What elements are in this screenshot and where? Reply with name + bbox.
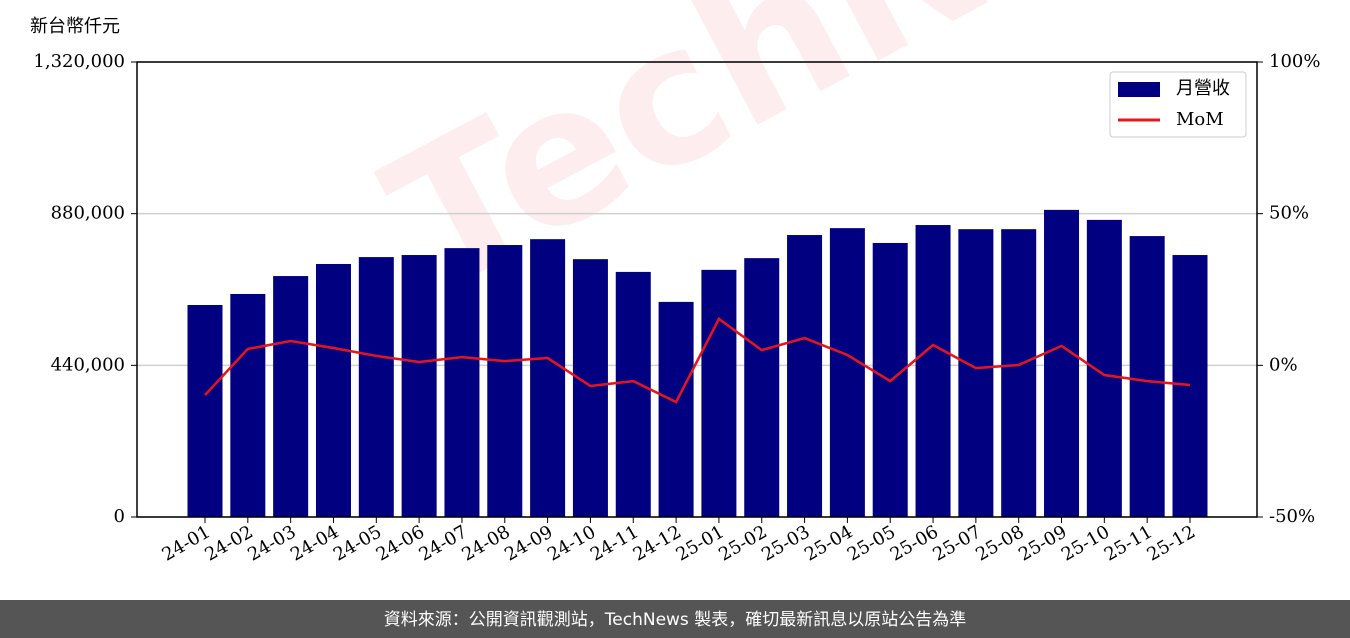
bar bbox=[744, 258, 780, 517]
x-tick-label: 25-07 bbox=[929, 521, 984, 565]
bar bbox=[444, 248, 480, 518]
bar bbox=[1172, 255, 1208, 517]
x-tick-label: 25-11 bbox=[1101, 521, 1156, 565]
legend-label: 月營收 bbox=[1176, 78, 1230, 99]
bar bbox=[701, 269, 737, 517]
bar bbox=[1086, 219, 1122, 517]
bar bbox=[530, 239, 566, 517]
footer-text: 資料來源：公開資訊觀測站，TechNews 製表，確切最新訊息以原站公告為準 bbox=[384, 610, 966, 630]
x-tick-label: 24-10 bbox=[544, 521, 599, 565]
bar bbox=[487, 245, 523, 517]
x-tick-label: 24-07 bbox=[416, 521, 471, 565]
x-tick-label: 24-11 bbox=[587, 521, 642, 565]
bar bbox=[615, 271, 651, 517]
bar bbox=[401, 255, 437, 517]
bar bbox=[273, 276, 309, 517]
x-tick-label: 25-12 bbox=[1144, 521, 1199, 565]
bar bbox=[787, 235, 823, 517]
x-tick-label: 25-06 bbox=[887, 521, 942, 565]
x-tick-label: 24-05 bbox=[330, 521, 385, 565]
plot-frame bbox=[136, 61, 1258, 518]
bar bbox=[358, 257, 394, 517]
legend-swatch bbox=[1118, 82, 1160, 97]
bar bbox=[1001, 229, 1037, 517]
y2-tick-label: 50% bbox=[1269, 203, 1309, 224]
y-axis-label: 新台幣仟元 bbox=[30, 16, 120, 37]
bar bbox=[829, 228, 865, 518]
y-tick-label: 1,320,000 bbox=[33, 51, 125, 72]
bar bbox=[1044, 209, 1080, 517]
bar bbox=[315, 263, 351, 517]
y-tick-label: 0 bbox=[114, 506, 125, 527]
x-tick-label: 24-03 bbox=[244, 521, 299, 565]
x-tick-label: 24-08 bbox=[458, 521, 513, 565]
x-tick-label: 25-08 bbox=[972, 521, 1027, 565]
line bbox=[204, 317, 1191, 404]
bar bbox=[915, 225, 951, 517]
x-tick-label: 24-01 bbox=[159, 521, 214, 565]
footer-bar bbox=[0, 600, 1350, 638]
legend-label: MoM bbox=[1176, 109, 1224, 130]
bar bbox=[1129, 236, 1165, 518]
y-tick-label: 440,000 bbox=[51, 354, 125, 375]
x-tick-label: 25-05 bbox=[844, 521, 899, 565]
x-tick-label: 24-12 bbox=[630, 521, 685, 565]
y2-tick-label: -50% bbox=[1269, 506, 1315, 527]
x-tick-label: 25-02 bbox=[715, 521, 770, 565]
x-tick-label: 24-02 bbox=[201, 521, 256, 565]
x-tick-label: 24-04 bbox=[287, 521, 342, 565]
bar bbox=[958, 229, 994, 517]
y2-tick-label: 0% bbox=[1269, 354, 1298, 375]
x-tick-label: 25-03 bbox=[758, 521, 813, 565]
x-tick-label: 25-04 bbox=[801, 521, 856, 565]
y-tick-label: 880,000 bbox=[51, 203, 125, 224]
x-tick-label: 25-09 bbox=[1015, 521, 1070, 565]
bar bbox=[230, 293, 266, 517]
x-tick-label: 25-01 bbox=[672, 521, 727, 565]
x-tick-label: 25-10 bbox=[1058, 521, 1113, 565]
x-tick-label: 24-06 bbox=[373, 521, 428, 565]
x-tick-label: 24-09 bbox=[501, 521, 556, 565]
bar bbox=[572, 259, 608, 517]
bar bbox=[187, 305, 223, 517]
y2-tick-label: 100% bbox=[1269, 51, 1320, 72]
bar bbox=[658, 301, 694, 517]
